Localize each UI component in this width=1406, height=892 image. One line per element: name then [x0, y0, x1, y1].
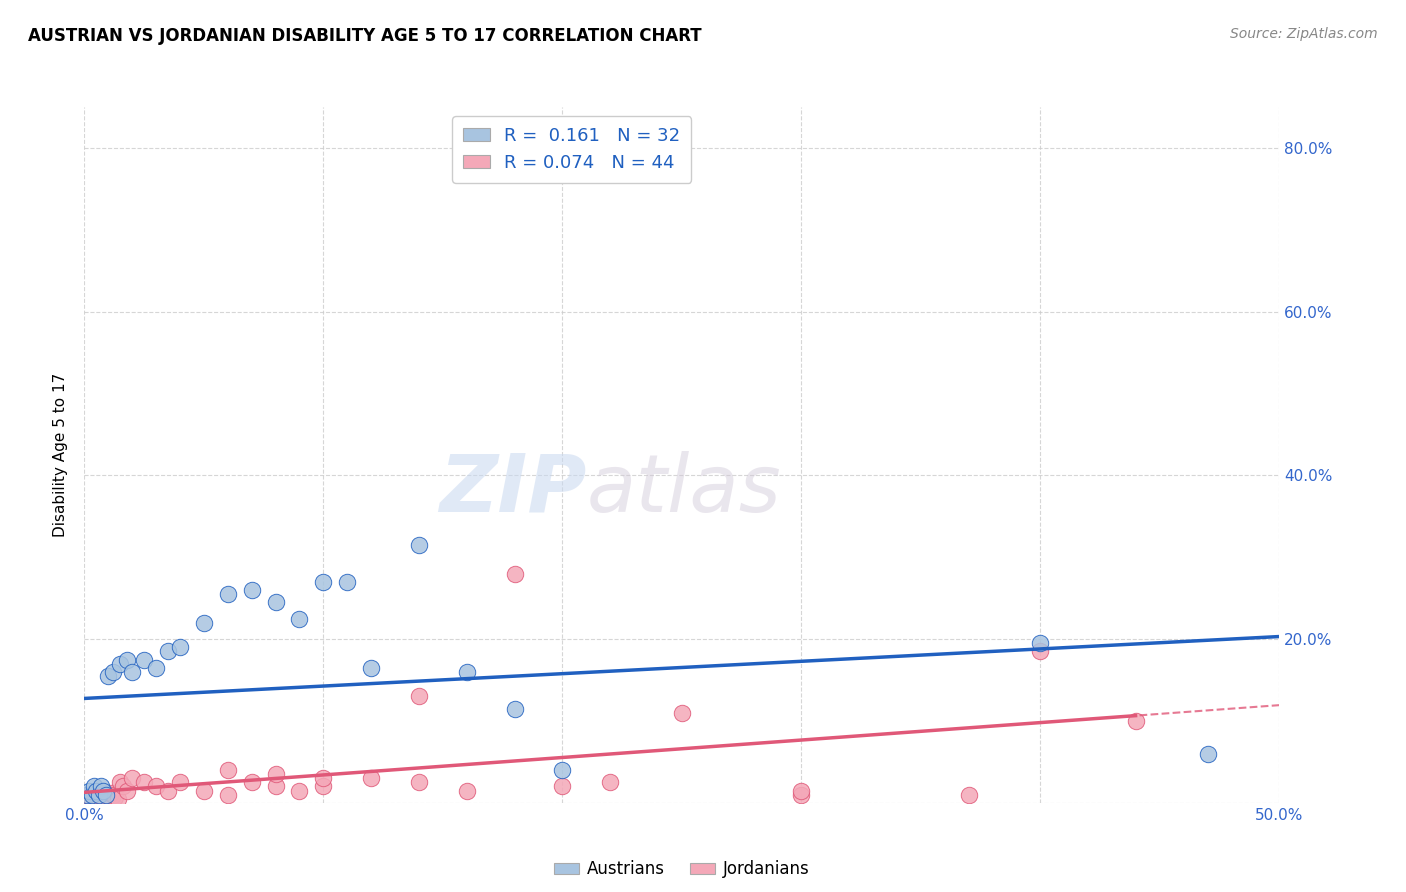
Point	[240, 582, 263, 597]
Point	[1029, 644, 1052, 658]
Point	[93, 783, 115, 797]
Point	[790, 788, 813, 802]
Point	[111, 780, 134, 794]
Point	[97, 669, 120, 683]
Point	[336, 574, 359, 589]
Text: AUSTRIAN VS JORDANIAN DISABILITY AGE 5 TO 17 CORRELATION CHART: AUSTRIAN VS JORDANIAN DISABILITY AGE 5 T…	[28, 27, 702, 45]
Point	[169, 640, 191, 655]
Point	[86, 790, 108, 805]
Point	[87, 788, 110, 802]
Point	[77, 783, 100, 797]
Point	[132, 652, 156, 666]
Point	[110, 657, 132, 671]
Point	[456, 665, 478, 679]
Point	[240, 775, 263, 789]
Point	[599, 775, 621, 789]
Point	[169, 775, 191, 789]
Point	[551, 763, 574, 777]
Point	[80, 791, 103, 805]
Point	[157, 783, 180, 797]
Point	[121, 665, 143, 679]
Point	[101, 788, 124, 802]
Point	[264, 767, 287, 781]
Point	[157, 644, 180, 658]
Point	[80, 788, 103, 802]
Text: ZIP: ZIP	[439, 450, 586, 529]
Point	[132, 775, 156, 789]
Point	[1029, 636, 1052, 650]
Legend: Austrians, Jordanians: Austrians, Jordanians	[547, 854, 817, 885]
Point	[90, 780, 112, 794]
Point	[76, 788, 98, 802]
Point	[93, 791, 115, 805]
Point	[94, 788, 117, 802]
Point	[121, 771, 143, 785]
Point	[312, 780, 335, 794]
Point	[360, 661, 382, 675]
Point	[83, 786, 105, 800]
Point	[312, 574, 335, 589]
Point	[456, 783, 478, 797]
Text: atlas: atlas	[586, 450, 782, 529]
Point	[145, 661, 167, 675]
Point	[86, 783, 108, 797]
Point	[77, 789, 100, 804]
Point	[957, 788, 980, 802]
Point	[87, 788, 110, 802]
Point	[117, 652, 139, 666]
Point	[94, 786, 117, 800]
Point	[117, 783, 139, 797]
Point	[503, 566, 526, 581]
Text: Source: ZipAtlas.com: Source: ZipAtlas.com	[1230, 27, 1378, 41]
Point	[107, 791, 129, 805]
Point	[1197, 747, 1219, 761]
Point	[408, 538, 430, 552]
Point	[1125, 714, 1147, 728]
Point	[104, 790, 127, 805]
Point	[790, 783, 813, 797]
Point	[217, 587, 239, 601]
Point	[551, 780, 574, 794]
Point	[408, 775, 430, 789]
Point	[193, 615, 215, 630]
Point	[264, 595, 287, 609]
Point	[360, 771, 382, 785]
Point	[97, 789, 120, 804]
Point	[288, 612, 311, 626]
Point	[264, 780, 287, 794]
Point	[503, 701, 526, 715]
Point	[671, 706, 693, 720]
Point	[217, 788, 239, 802]
Point	[110, 775, 132, 789]
Point	[288, 783, 311, 797]
Point	[83, 780, 105, 794]
Point	[76, 788, 98, 802]
Point	[145, 780, 167, 794]
Point	[101, 665, 124, 679]
Point	[90, 789, 112, 804]
Point	[408, 690, 430, 704]
Point	[217, 763, 239, 777]
Point	[193, 783, 215, 797]
Point	[312, 771, 335, 785]
Point	[100, 786, 122, 800]
Y-axis label: Disability Age 5 to 17: Disability Age 5 to 17	[53, 373, 69, 537]
